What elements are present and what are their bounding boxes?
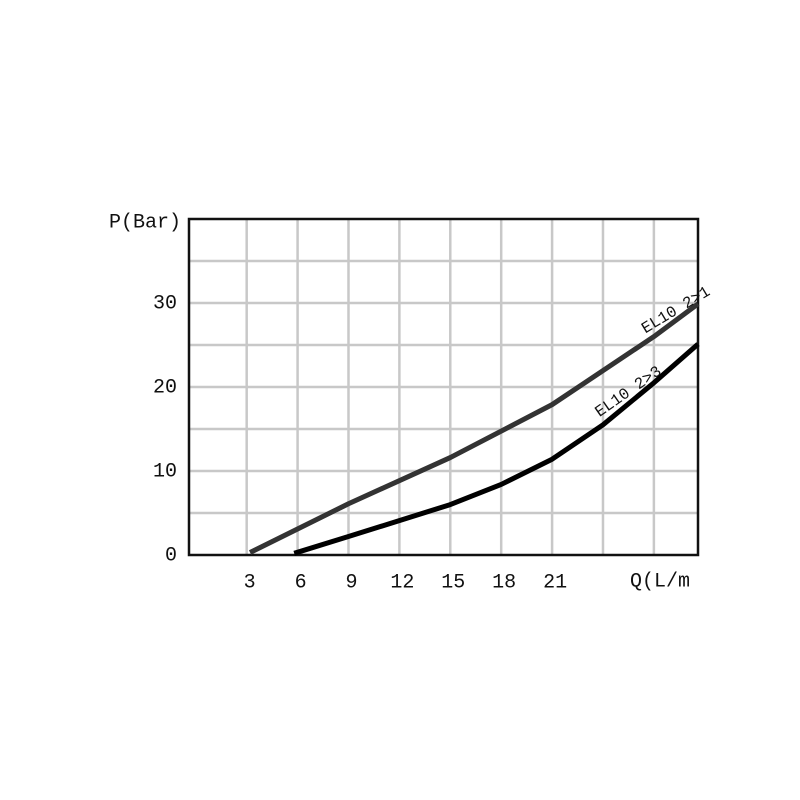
y-tick-label: 20	[153, 376, 177, 399]
y-axis-label: P(Bar)	[109, 211, 181, 234]
x-tick-label: 6	[295, 571, 307, 594]
x-tick-label: 3	[244, 571, 256, 594]
data-line	[293, 342, 700, 556]
x-axis-label: Q(L/m	[630, 570, 690, 593]
x-tick-label: 12	[390, 571, 414, 594]
y-tick-label: 30	[153, 292, 177, 315]
y-tick-label: 10	[153, 460, 177, 483]
x-tick-label: 15	[441, 571, 465, 594]
y-tick-label: 0	[165, 544, 177, 567]
plot-frame	[187, 217, 700, 557]
x-tick-label: 21	[543, 571, 567, 594]
x-tick-label: 18	[492, 571, 516, 594]
x-tick-label: 9	[345, 571, 357, 594]
series-label: EL10 2>1	[639, 283, 714, 338]
data-line	[248, 301, 700, 555]
